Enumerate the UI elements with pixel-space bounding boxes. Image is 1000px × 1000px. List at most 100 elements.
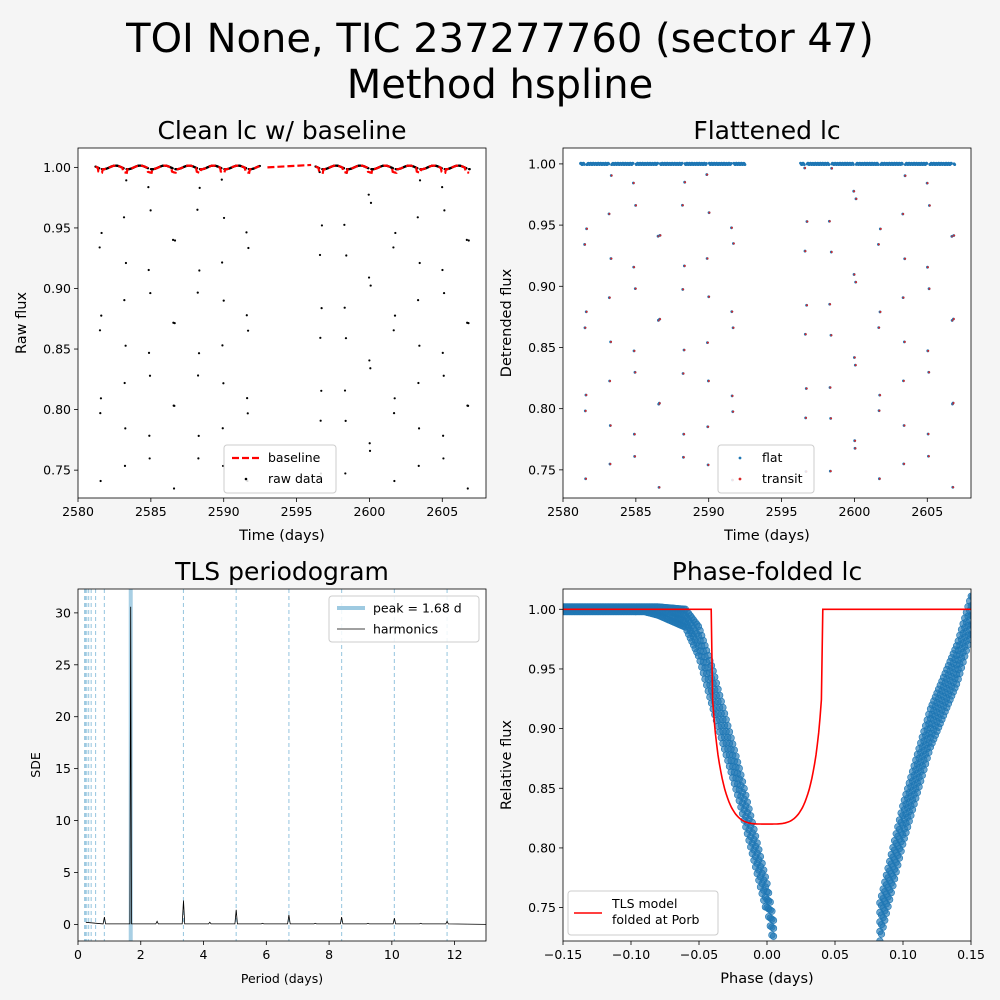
raw-data-point bbox=[417, 427, 421, 430]
raw-data-point bbox=[149, 291, 152, 295]
raw-data-point bbox=[147, 186, 150, 189]
phase-point bbox=[734, 758, 742, 766]
transit-point bbox=[830, 251, 833, 254]
legend-transit-label: transit bbox=[762, 471, 803, 486]
raw-data-point bbox=[148, 434, 151, 437]
transit-point bbox=[877, 243, 880, 246]
y-tick-label: 0.95 bbox=[528, 218, 556, 233]
phase-point bbox=[730, 746, 738, 754]
raw-data-point bbox=[197, 434, 200, 437]
x-axis-label: Phase (days) bbox=[720, 971, 813, 987]
phase-point bbox=[882, 909, 891, 917]
raw-data-point bbox=[196, 208, 199, 211]
flat-point bbox=[876, 163, 880, 166]
phase-point bbox=[738, 778, 747, 786]
transit-point bbox=[854, 447, 857, 450]
raw-data-point bbox=[221, 344, 224, 347]
transit-point bbox=[659, 234, 662, 237]
panel-title: TLS periodogram bbox=[174, 557, 389, 586]
raw-data-point bbox=[416, 216, 419, 219]
phase-point bbox=[755, 846, 763, 854]
raw-data-point bbox=[441, 351, 444, 354]
raw-data-point bbox=[148, 374, 152, 377]
transit-point bbox=[952, 486, 955, 489]
raw-data-point bbox=[368, 359, 371, 362]
transit-point bbox=[879, 310, 882, 313]
transit-point bbox=[829, 470, 832, 473]
raw-data-point bbox=[196, 374, 200, 377]
transit-point bbox=[828, 220, 831, 223]
transit-point bbox=[903, 340, 906, 343]
legend: peak = 1.68 d harmonics bbox=[328, 595, 480, 643]
x-tick-label: −0.05 bbox=[680, 947, 718, 962]
phase-point bbox=[897, 847, 905, 855]
raw-data-point bbox=[368, 442, 371, 445]
phase-point bbox=[729, 740, 737, 748]
transit-point bbox=[904, 174, 907, 177]
raw-data-point bbox=[441, 186, 444, 189]
y-tick-label: 0.75 bbox=[528, 462, 556, 477]
transit-point bbox=[878, 409, 881, 412]
raw-data-point bbox=[222, 382, 225, 385]
raw-data-point bbox=[443, 209, 446, 212]
x-tick-label: 4 bbox=[200, 947, 208, 962]
transit-point bbox=[928, 204, 931, 207]
transit-point bbox=[632, 181, 635, 184]
phase-point bbox=[765, 889, 773, 897]
phase-point bbox=[761, 873, 769, 881]
raw-data-point bbox=[171, 238, 175, 241]
phase-point bbox=[890, 875, 899, 883]
raw-data-point bbox=[367, 276, 371, 279]
raw-data-point bbox=[198, 186, 201, 189]
y-tick-label: 1.00 bbox=[528, 602, 556, 617]
raw-data-point bbox=[416, 299, 420, 302]
transit-point bbox=[610, 174, 613, 177]
y-tick-label: 0.90 bbox=[43, 281, 71, 296]
raw-data-point bbox=[344, 472, 347, 475]
y-axis-label: Detrended flux bbox=[499, 268, 515, 377]
phase-point bbox=[732, 752, 740, 760]
x-tick-label: 12 bbox=[447, 947, 463, 962]
phase-point bbox=[895, 854, 904, 862]
x-tick-label: 2605 bbox=[911, 504, 943, 519]
raw-data-point bbox=[198, 269, 201, 272]
panel-title: Phase-folded lc bbox=[672, 557, 862, 586]
transit-point bbox=[806, 304, 809, 307]
raw-data-point bbox=[442, 374, 445, 377]
legend-model-label-line1: TLS model bbox=[611, 896, 677, 911]
phase-point bbox=[889, 882, 897, 890]
phase-point bbox=[756, 852, 765, 861]
transit-point bbox=[682, 456, 685, 459]
raw-data-point bbox=[369, 284, 372, 287]
raw-data-point bbox=[320, 224, 324, 227]
x-axis-label: Period (days) bbox=[241, 971, 323, 986]
transit-point bbox=[609, 379, 612, 382]
phase-point bbox=[879, 923, 887, 931]
raw-data-point bbox=[392, 412, 396, 415]
raw-data-point bbox=[123, 299, 126, 302]
phase-point bbox=[760, 866, 768, 874]
x-tick-label: 2590 bbox=[208, 504, 240, 519]
phase-point bbox=[969, 612, 971, 619]
x-tick-label: 2 bbox=[137, 947, 145, 962]
phase-point bbox=[753, 839, 761, 847]
y-tick-label: 0.85 bbox=[528, 781, 556, 796]
transit-point bbox=[707, 463, 710, 466]
y-tick-label: 0.95 bbox=[43, 220, 71, 235]
tls-model-curve bbox=[563, 608, 971, 825]
legend-raw-swatch bbox=[244, 477, 248, 481]
raw-data-point bbox=[197, 457, 200, 460]
transit-point bbox=[634, 287, 637, 290]
transit-point bbox=[610, 257, 613, 260]
transit-point bbox=[731, 394, 734, 397]
transit-point bbox=[953, 234, 956, 237]
raw-data-point bbox=[345, 254, 348, 257]
raw-data-point bbox=[318, 253, 322, 257]
transit-point bbox=[854, 364, 857, 367]
sde-spectrum-line bbox=[85, 606, 486, 925]
transit-point bbox=[902, 296, 905, 299]
raw-data-point bbox=[465, 238, 468, 241]
transit-point bbox=[683, 433, 686, 436]
transit-point bbox=[855, 197, 858, 200]
